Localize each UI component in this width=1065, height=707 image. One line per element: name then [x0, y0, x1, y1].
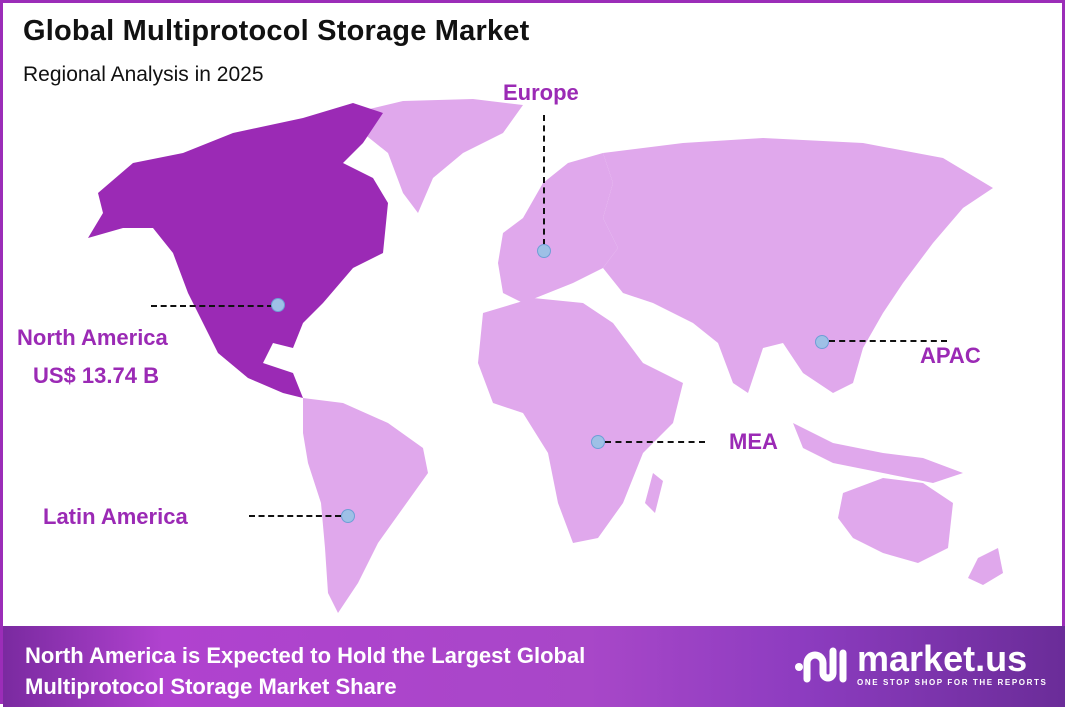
region-north-america: [88, 103, 388, 398]
marker-latin-america: [341, 509, 355, 523]
leader-line-europe: [543, 115, 545, 245]
region-label-north-america: North America: [17, 325, 168, 350]
footer-headline-line1: North America is Expected to Hold the La…: [25, 643, 586, 668]
chart-title: Global Multiprotocol Storage Market: [23, 15, 530, 47]
leader-line-north-america: [151, 305, 273, 307]
market-us-logo-icon: [795, 647, 847, 682]
world-map: [88, 99, 1003, 613]
region-label-mea: MEA: [729, 429, 778, 454]
marker-europe: [537, 244, 551, 258]
region-europe: [498, 153, 618, 303]
region-greenland: [353, 99, 523, 213]
region-latin-america: [303, 398, 428, 613]
leader-line-latin-america: [249, 515, 341, 517]
brand-name: market.us: [857, 638, 1028, 679]
region-australia: [838, 478, 953, 563]
leader-line-apac: [829, 340, 947, 342]
region-label-latin-america: Latin America: [43, 504, 188, 529]
marker-mea: [591, 435, 605, 449]
region-label-apac: APAC: [920, 343, 981, 368]
chart-subtitle: Regional Analysis in 2025: [23, 63, 264, 86]
region-value-north-america: US$ 13.74 B: [33, 363, 159, 388]
region-asia: [603, 138, 993, 393]
marker-apac: [815, 335, 829, 349]
brand-tagline: ONE STOP SHOP FOR THE REPORTS: [857, 678, 1048, 687]
marker-north-america: [271, 298, 285, 312]
footer-banner: North America is Expected to Hold the La…: [3, 626, 1065, 707]
footer-headline-line2: Multiprotocol Storage Market Share: [25, 674, 397, 699]
region-label-europe: Europe: [503, 80, 579, 105]
leader-line-mea: [605, 441, 705, 443]
footer-headline: North America is Expected to Hold the La…: [25, 640, 585, 702]
region-africa: [478, 298, 683, 543]
brand-logo: market.us ONE STOP SHOP FOR THE REPORTS: [793, 638, 1048, 687]
region-se-asia: [793, 423, 963, 483]
